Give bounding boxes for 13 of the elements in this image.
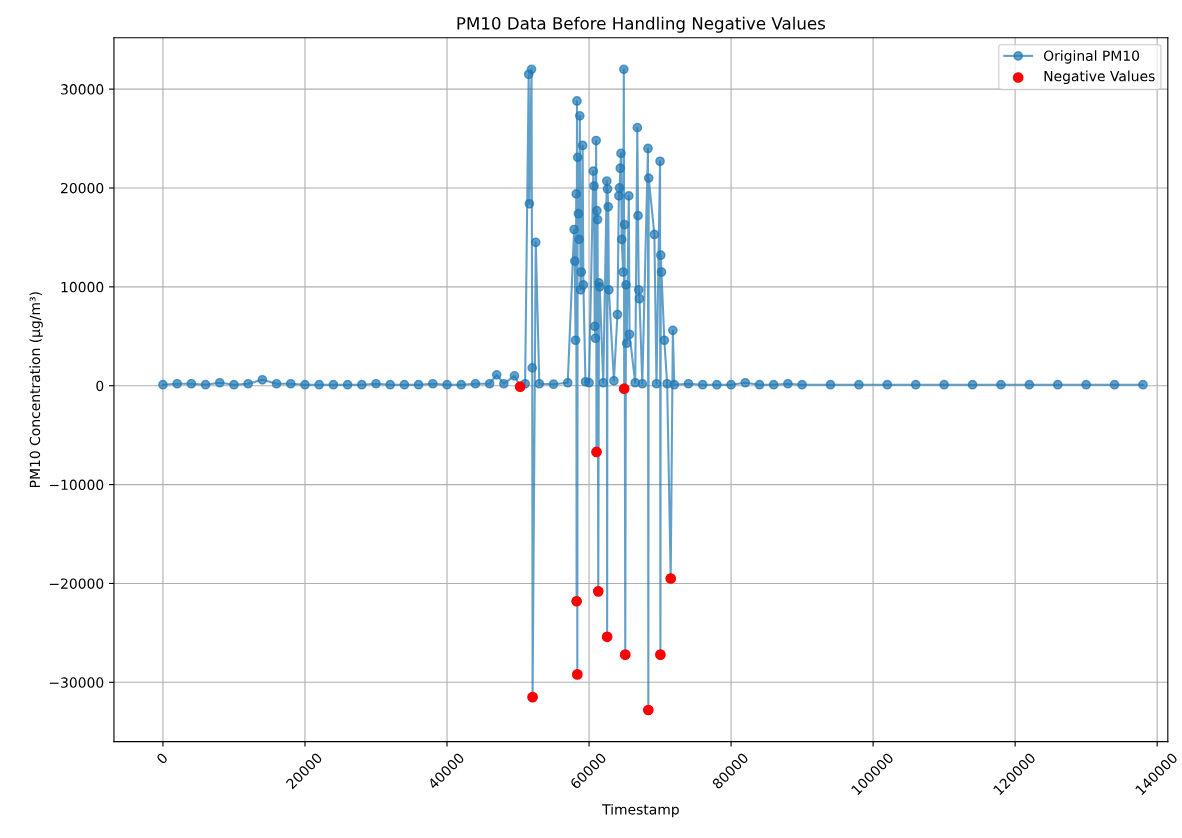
- y-tick-label: −10000: [49, 479, 104, 491]
- chart-title: PM10 Data Before Handling Negative Values: [457, 16, 826, 33]
- y-tick-label: 10000: [61, 281, 104, 293]
- y-tick-label: 30000: [61, 84, 104, 95]
- legend-label: Original PM10: [1043, 50, 1140, 64]
- x-axis-title: Timestamp: [602, 803, 679, 818]
- y-tick-label: 20000: [61, 182, 104, 194]
- y-axis-title: PM10 Concentration (μg/m³): [29, 292, 43, 487]
- y-tick-label: −30000: [49, 677, 104, 688]
- x-tick-label: 0: [155, 752, 169, 765]
- y-tick-label: −20000: [49, 578, 104, 589]
- y-tick-label: 0: [96, 380, 104, 392]
- legend-label: Negative Values: [1044, 70, 1155, 85]
